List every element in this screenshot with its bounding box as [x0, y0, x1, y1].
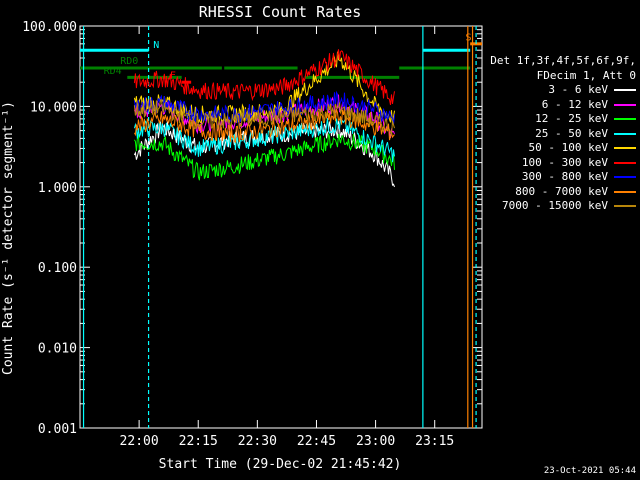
plot-frame: [79, 25, 483, 429]
legend-swatch-8: [614, 205, 636, 208]
legend-swatch-1: [614, 103, 636, 106]
annotation-n: N: [153, 40, 159, 51]
series-line-1: [133, 94, 395, 138]
series-line-7: [133, 108, 395, 144]
x-tick-label-4: 23:00: [356, 434, 395, 449]
legend-swatch-4: [614, 147, 636, 150]
legend: Det 1f,3f,4f,5f,6f,9f, FDecim 1, Att 0 3…: [466, 54, 636, 214]
legend-swatch-6: [614, 176, 636, 179]
x-tick-label-0: 22:00: [120, 434, 159, 449]
y-tick-label-0: 100.000: [22, 20, 77, 35]
legend-label-3: 25 - 50 keV: [535, 126, 608, 140]
annotation-f: F: [170, 70, 176, 81]
annotation-rd0: RD0: [120, 56, 138, 67]
series-line-8: [133, 99, 395, 136]
series-line-5: [133, 49, 395, 105]
legend-entry-4: 50 - 100 keV: [466, 141, 636, 156]
legend-label-5: 100 - 300 keV: [521, 155, 608, 169]
x-tick-label-5: 23:15: [415, 434, 454, 449]
legend-entry-6: 300 - 800 keV: [466, 170, 636, 185]
y-tick-label-1: 10.000: [30, 100, 77, 115]
y-tick-label-3: 0.100: [38, 261, 77, 276]
legend-swatch-7: [614, 190, 636, 193]
legend-label-4: 50 - 100 keV: [528, 141, 608, 154]
legend-label-6: 300 - 800 keV: [521, 170, 608, 183]
y-axis-label: Count Rate (s⁻¹ detector segment⁻¹): [1, 101, 16, 375]
x-axis-label: Start Time (29-Dec-02 21:45:42): [159, 457, 402, 472]
legend-entry-7: 800 - 7000 keV: [466, 185, 636, 200]
legend-swatch-3: [614, 132, 636, 135]
legend-label-8: 7000 - 15000 keV: [502, 199, 608, 212]
legend-swatch-0: [614, 89, 636, 92]
legend-entry-2: 12 - 25 keV: [466, 112, 636, 127]
legend-swatch-2: [614, 118, 636, 121]
y-tick-label-2: 1.000: [38, 181, 77, 196]
timestamp: 23-Oct-2021 05:44: [543, 466, 636, 476]
legend-entry-3: 25 - 50 keV: [466, 127, 636, 142]
x-tick-label-1: 22:15: [179, 434, 218, 449]
chart-title: RHESSI Count Rates: [199, 3, 362, 21]
legend-header-line-2: FDecim 1, Att 0: [536, 68, 636, 82]
y-tick-label-5: 0.001: [38, 422, 77, 437]
legend-label-7: 800 - 7000 keV: [515, 184, 608, 198]
x-tick-label-3: 22:45: [297, 434, 336, 449]
series-line-4: [133, 51, 395, 125]
legend-label-2: 12 - 25 keV: [535, 112, 608, 125]
annotation-s: S: [465, 33, 471, 44]
legend-label-1: 6 - 12 keV: [541, 97, 608, 111]
y-tick-label-4: 0.010: [38, 342, 77, 357]
legend-entry-1: 6 - 12 keV: [466, 98, 636, 113]
legend-label-0: 3 - 6 keV: [548, 83, 608, 96]
legend-header-line-1: Det 1f,3f,4f,5f,6f,9f,: [490, 54, 636, 67]
legend-swatch-5: [614, 161, 636, 164]
legend-entry-0: 3 - 6 keV: [466, 83, 636, 98]
legend-entry-5: 100 - 300 keV: [466, 156, 636, 171]
series-line-2: [133, 133, 395, 181]
annotation-rd4: RD4: [104, 66, 122, 77]
legend-rows: 3 - 6 keV 6 - 12 keV 12 - 25 keV 25 - 50 ke…: [466, 83, 636, 214]
legend-entry-8: 7000 - 15000 keV: [466, 199, 636, 214]
x-tick-label-2: 22:30: [238, 434, 277, 449]
